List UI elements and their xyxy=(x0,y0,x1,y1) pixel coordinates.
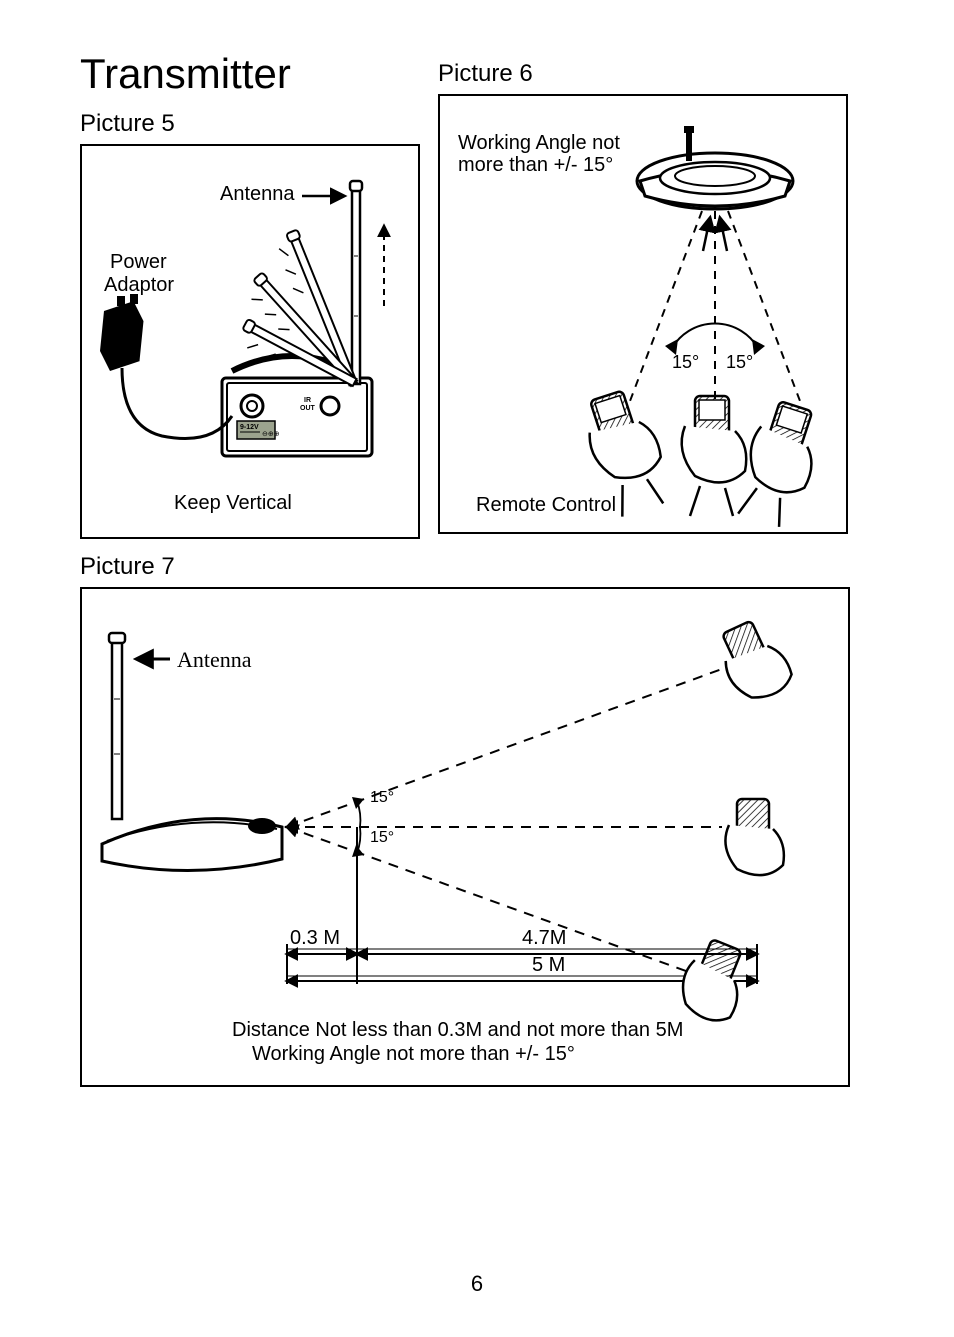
picture5-column: Picture 5 xyxy=(80,106,420,539)
keep-vertical-label: Keep Vertical xyxy=(174,492,292,515)
picture6-box: Working Angle not more than +/- 15° 15° … xyxy=(438,94,848,534)
picture5-box: IR OUT 9-12V ⊖⊕⊕ xyxy=(80,144,420,539)
remote-hand-mid-icon xyxy=(725,799,783,875)
working-angle-label-2: more than +/- 15° xyxy=(458,154,613,177)
picture6-caption: Picture 6 xyxy=(438,60,848,88)
angle-left-label: 15° xyxy=(672,352,699,373)
svg-text:IR: IR xyxy=(304,397,311,404)
dist-03-label: 0.3 M xyxy=(290,927,340,950)
page-number: 6 xyxy=(0,1271,954,1297)
svg-text:9-12V: 9-12V xyxy=(240,424,259,431)
picture7-caption: Picture 7 xyxy=(80,553,874,581)
svg-text:OUT: OUT xyxy=(300,405,316,412)
picture7-box: Antenna 15° 15° 0.3 M 4.7M 5 M Distance … xyxy=(80,587,850,1087)
receiver-device-icon xyxy=(637,126,793,209)
note-line1: Distance Not less than 0.3M and not more… xyxy=(232,1019,683,1042)
antenna-label-7: Antenna xyxy=(177,647,252,673)
remote-hand-center-icon xyxy=(682,396,747,516)
power-adaptor-label-2: Adaptor xyxy=(104,274,174,297)
antenna-label: Antenna xyxy=(220,183,295,206)
picture5-caption: Picture 5 xyxy=(80,110,420,138)
note-line2: Working Angle not more than +/- 15° xyxy=(252,1043,575,1066)
svg-text:⊖⊕⊕: ⊖⊕⊕ xyxy=(262,431,280,438)
picture6-column: Picture 6 xyxy=(438,56,848,534)
remote-hand-top-icon xyxy=(712,614,797,708)
angle-bottom-label: 15° xyxy=(370,829,394,847)
dist-5-label: 5 M xyxy=(532,954,565,977)
remote-control-label: Remote Control xyxy=(476,494,616,517)
working-angle-label-1: Working Angle not xyxy=(458,132,620,155)
angle-top-label: 15° xyxy=(370,789,394,807)
dist-47-label: 4.7M xyxy=(522,927,566,950)
angle-right-label: 15° xyxy=(726,352,753,373)
power-adaptor-label-1: Power xyxy=(110,251,167,274)
antenna-vertical-icon xyxy=(350,181,362,384)
power-adaptor-icon xyxy=(100,294,232,439)
top-row: Picture 5 xyxy=(80,106,874,539)
manual-page: Transmitter Picture 5 xyxy=(0,0,954,1337)
